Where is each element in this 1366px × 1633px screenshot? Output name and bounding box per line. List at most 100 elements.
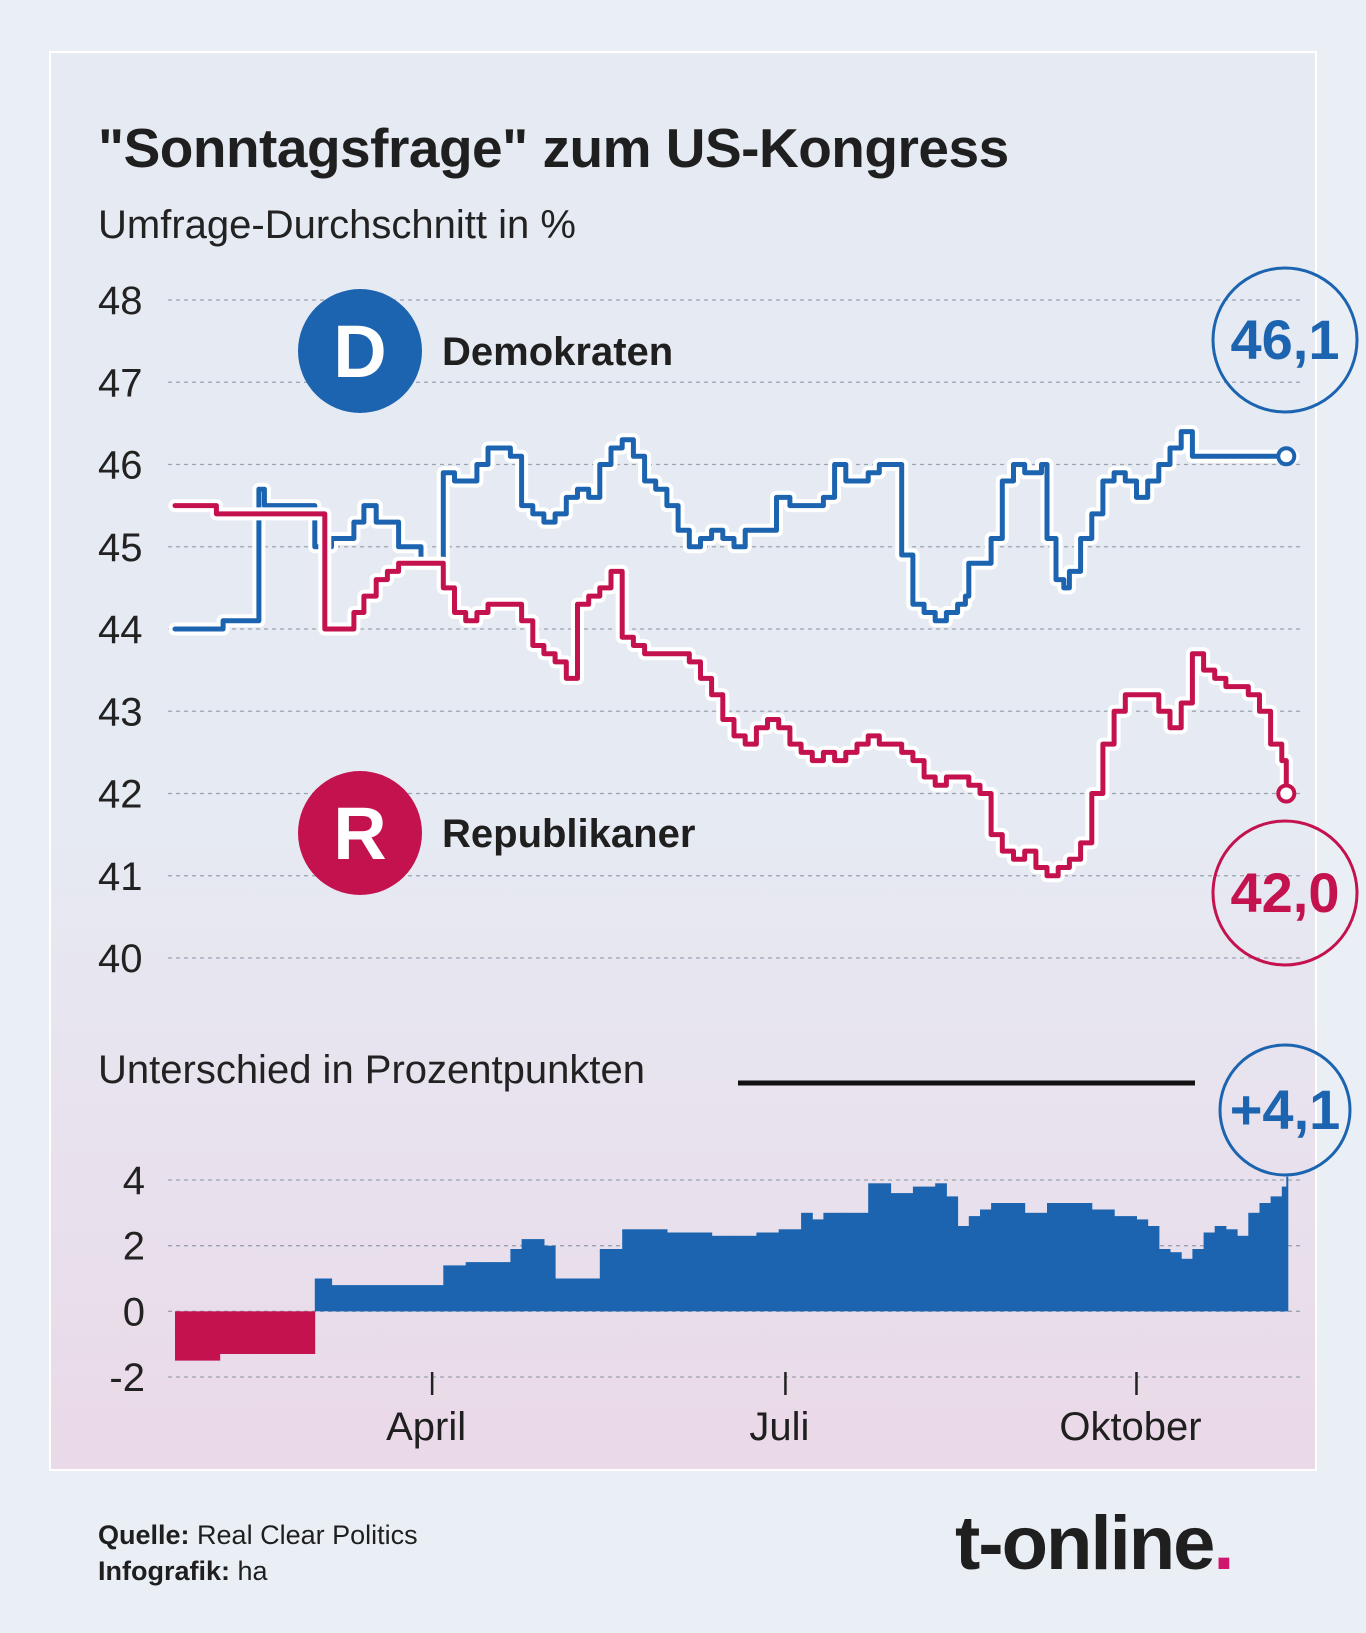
difference-bar: [510, 1249, 523, 1312]
source-value: Real Clear Politics: [197, 1520, 418, 1550]
difference-bar: [465, 1262, 478, 1312]
dem-end-callout-ring: [1211, 266, 1359, 414]
difference-bar: [1286, 1176, 1289, 1312]
difference-bar: [1091, 1209, 1115, 1312]
difference-chart-title: Unterschied in Prozentpunkten: [98, 1048, 645, 1092]
difference-bar: [711, 1235, 735, 1312]
difference-bar: [588, 1278, 601, 1312]
difference-bar: [935, 1183, 947, 1312]
y-tick-label: 48: [98, 279, 143, 323]
difference-bar: [454, 1265, 467, 1312]
y-tick-label: 42: [98, 773, 143, 817]
difference-bar: [253, 1311, 265, 1354]
difference-bar: [1248, 1212, 1260, 1312]
difference-bar: [521, 1239, 534, 1312]
credit-value: ha: [237, 1556, 268, 1586]
difference-bar: [980, 1209, 992, 1312]
difference-bar: [991, 1203, 1003, 1312]
credit-line: Infografik: ha: [98, 1556, 268, 1587]
republikaner-badge: [298, 771, 422, 895]
y-tick-label: 40: [98, 937, 143, 981]
difference-bar: [532, 1239, 545, 1312]
republikaner-end-marker: [1276, 783, 1297, 804]
difference-bar: [1281, 1186, 1287, 1312]
difference-bar: [957, 1226, 970, 1312]
bar-y-tick-label: 2: [123, 1225, 145, 1269]
demokraten-line-halo: [168, 425, 1300, 636]
difference-bar: [1047, 1203, 1070, 1312]
difference-bar: [1259, 1203, 1272, 1312]
diff-end-callout-ring: [1218, 1043, 1352, 1177]
y-tick-label: 43: [98, 690, 143, 734]
difference-bar: [1170, 1252, 1182, 1312]
difference-bar: [778, 1229, 802, 1312]
difference-bar: [1069, 1203, 1093, 1312]
difference-bar: [1002, 1203, 1026, 1312]
difference-bar: [577, 1278, 590, 1312]
difference-bar: [387, 1285, 400, 1312]
difference-bar: [443, 1265, 455, 1312]
source-label: Quelle:: [98, 1520, 190, 1550]
difference-bar: [666, 1232, 690, 1312]
difference-bar: [890, 1193, 914, 1312]
y-tick-labels: 48 47 46 45 44 43 42 41 40: [98, 279, 143, 981]
demokraten-legend-label: Demokraten: [442, 330, 673, 374]
difference-bar: [599, 1249, 623, 1312]
difference-bar: [488, 1262, 511, 1312]
difference-bar: [314, 1278, 333, 1312]
bar-y-tick-label: 4: [123, 1159, 145, 1203]
rep-end-callout-value: 42,0: [1231, 861, 1340, 924]
bar-y-tick-label: -2: [109, 1356, 145, 1400]
difference-bar: [1214, 1226, 1227, 1312]
logo-dot: .: [1213, 1501, 1234, 1586]
y-tick-label: 41: [98, 855, 143, 899]
republikaner-badge-letter: R: [333, 792, 386, 875]
dem-end-callout-value: 46,1: [1231, 308, 1340, 371]
difference-bar: [398, 1285, 422, 1312]
y-tick-label: 44: [98, 608, 143, 652]
x-tick-label: Oktober: [1059, 1405, 1201, 1449]
y-tick-label: 45: [98, 526, 143, 570]
bar-y-tick-labels: 4 2 0 -2: [109, 1159, 145, 1400]
rep-end-callout-ring: [1211, 819, 1359, 967]
republikaner-line: [172, 503, 1289, 879]
difference-bar: [845, 1212, 869, 1312]
difference-bar: [208, 1311, 221, 1361]
difference-bar: [689, 1232, 713, 1312]
x-tick-label: Juli: [749, 1405, 809, 1449]
difference-bar: [756, 1232, 780, 1312]
x-axis: April Juli Oktober: [386, 1372, 1202, 1449]
difference-bar: [812, 1219, 824, 1312]
demokraten-badge-letter: D: [333, 310, 386, 393]
diff-end-callout-value: +4,1: [1230, 1078, 1341, 1141]
chart-title: "Sonntagsfrage" zum US-Kongress: [98, 117, 1009, 179]
difference-bar: [968, 1216, 981, 1312]
difference-bar: [622, 1229, 646, 1312]
difference-bar: [331, 1285, 355, 1312]
y-tick-label: 46: [98, 444, 143, 488]
difference-bar: [1158, 1249, 1171, 1312]
difference-bar: [912, 1186, 925, 1312]
series-lines: [168, 425, 1300, 883]
republikaner-legend-label: Republikaner: [442, 812, 695, 856]
y-tick-label: 47: [98, 361, 143, 405]
difference-bar: [1181, 1258, 1193, 1312]
credit-label: Infografik:: [98, 1556, 230, 1586]
difference-bar: [1237, 1235, 1249, 1312]
bar-y-tick-label: 0: [123, 1290, 145, 1334]
difference-bar: [543, 1245, 556, 1312]
difference-bars: [175, 1176, 1289, 1361]
difference-bar: [1270, 1196, 1283, 1312]
difference-bar: [734, 1235, 757, 1312]
chart-subtitle: Umfrage-Durchschnitt in %: [98, 203, 576, 247]
difference-bar: [1024, 1212, 1048, 1312]
difference-bar: [1225, 1229, 1238, 1312]
end-labels: 46,1 42,0 +4,1: [1211, 266, 1359, 1177]
x-tick-label: April: [386, 1405, 466, 1449]
difference-bar: [1114, 1216, 1137, 1312]
difference-bar: [1136, 1219, 1149, 1312]
difference-bar: [946, 1196, 959, 1312]
difference-bar: [823, 1212, 847, 1312]
demokraten-line: [172, 429, 1296, 632]
difference-bar: [476, 1262, 489, 1312]
